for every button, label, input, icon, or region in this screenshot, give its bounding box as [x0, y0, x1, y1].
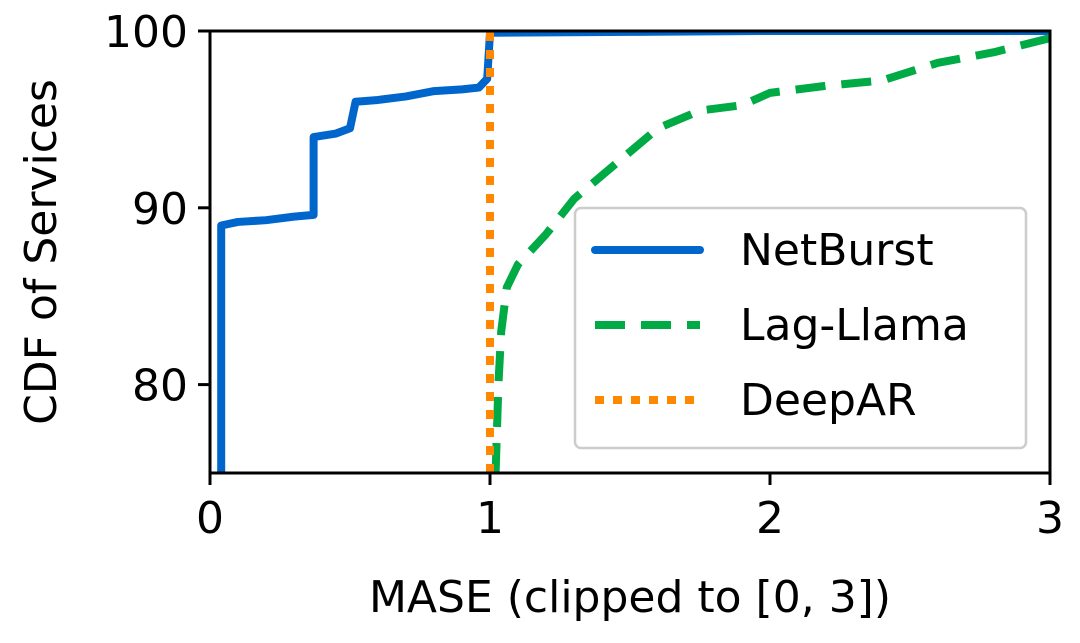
x-tick-label: 1 [476, 493, 504, 544]
legend-label-netburst: NetBurst [740, 225, 934, 276]
legend-label-deepar: DeepAR [740, 375, 917, 426]
legend: NetBurst Lag-Llama DeepAR [573, 206, 1028, 450]
y-tick-label: 90 [132, 184, 188, 235]
series-line-lag-llama [491, 34, 1050, 473]
x-tick-label: 2 [756, 493, 784, 544]
legend-box [573, 206, 1028, 450]
series-layer [217, 31, 1050, 473]
x-tick-label: 0 [196, 493, 224, 544]
x-tick-label: 3 [1036, 493, 1064, 544]
ticks-layer: 0 1 2 3 80 90 100 [104, 7, 1064, 544]
legend-entries: NetBurst Lag-Llama DeepAR [591, 225, 969, 426]
plot-frame [208, 29, 1052, 475]
legend-label-lag-llama: Lag-Llama [740, 300, 969, 351]
y-tick-label: 80 [132, 361, 188, 412]
x-axis-title: MASE (clipped to [0, 3]) [369, 572, 891, 623]
y-tick-label: 100 [104, 7, 188, 58]
y-axis-title: CDF of Services [16, 79, 67, 425]
